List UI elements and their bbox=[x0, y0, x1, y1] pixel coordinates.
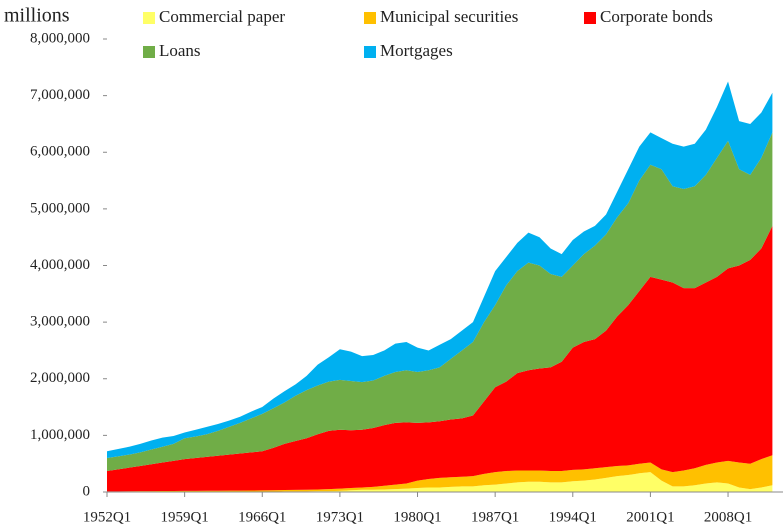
y-tick-label: 0 bbox=[83, 483, 91, 499]
x-tick-label: 1980Q1 bbox=[393, 509, 441, 525]
legend-swatch bbox=[143, 12, 155, 24]
legend-label: Mortgages bbox=[380, 41, 453, 60]
area bbox=[107, 132, 773, 472]
legend-label: Loans bbox=[159, 41, 201, 60]
legend-swatch bbox=[143, 46, 155, 58]
y-tick-label: 7,000,000 bbox=[30, 87, 90, 103]
y-tick-label: 3,000,000 bbox=[30, 314, 90, 330]
x-tick-label: 1959Q1 bbox=[160, 509, 208, 525]
legend-swatch bbox=[584, 12, 596, 24]
area bbox=[107, 225, 773, 492]
y-tick-label: 6,000,000 bbox=[30, 144, 90, 160]
x-tick-label: 2008Q1 bbox=[704, 509, 752, 525]
legend-swatch bbox=[364, 46, 376, 58]
legend-label: Corporate bonds bbox=[600, 7, 713, 26]
x-tick-label: 1994Q1 bbox=[549, 509, 597, 525]
y-tick-label: 5,000,000 bbox=[30, 200, 90, 216]
legend-label: Commercial paper bbox=[159, 7, 285, 26]
y-tick-label: 2,000,000 bbox=[30, 370, 90, 386]
x-tick-label: 1952Q1 bbox=[83, 509, 131, 525]
y-tick-label: 1,000,000 bbox=[30, 427, 90, 443]
y-axis-unit: millions bbox=[4, 5, 70, 27]
legend-swatch bbox=[364, 12, 376, 24]
x-tick-label: 1966Q1 bbox=[238, 509, 286, 525]
legend-label: Municipal securities bbox=[380, 7, 518, 26]
area bbox=[107, 472, 773, 492]
area bbox=[107, 455, 773, 492]
y-tick-label: 8,000,000 bbox=[30, 30, 90, 46]
x-tick-label: 1973Q1 bbox=[316, 509, 364, 525]
x-tick-label: 2001Q1 bbox=[626, 509, 674, 525]
y-tick-label: 4,000,000 bbox=[30, 257, 90, 273]
x-tick-label: 1987Q1 bbox=[471, 509, 519, 525]
